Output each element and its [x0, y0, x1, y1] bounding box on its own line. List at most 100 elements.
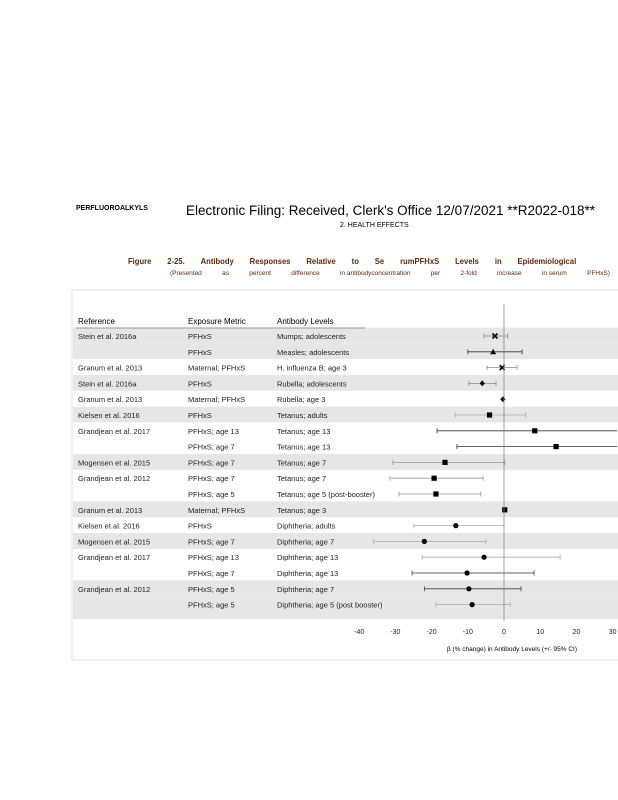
cell-exposure: Maternal; PFHxS [188, 395, 245, 404]
point-estimate-square [553, 444, 559, 450]
point-estimate-diamond [479, 380, 485, 387]
point-estimate-circle [469, 602, 475, 608]
cell-antibody: Diphtheria; age 13 [277, 553, 338, 562]
point-estimate-circle [466, 586, 472, 592]
cell-exposure: PFHxS; age 7 [188, 537, 235, 546]
cell-exposure: PFHxS; age 13 [188, 553, 239, 562]
cell-reference: Mogensen et al. 2015 [78, 537, 150, 546]
cell-exposure: PFHxS [188, 332, 212, 341]
filing-stamp: Electronic Filing: Received, Clerk's Off… [186, 203, 596, 218]
caption-word: Antibody [200, 256, 234, 266]
caption-word: to [351, 256, 359, 266]
cell-antibody: Tetanus; age 7 [277, 474, 326, 483]
cell-exposure: PFHxS [188, 379, 212, 388]
point-estimate-circle [453, 523, 459, 529]
cell-reference: Granum et al. 2013 [78, 395, 142, 404]
row-band [73, 454, 618, 470]
caption-word: (Presented [170, 270, 202, 277]
cell-reference: Granum et al. 2013 [78, 364, 142, 373]
cell-exposure: PFHxS [188, 348, 212, 357]
cell-antibody: Diphtheria; adults [277, 522, 336, 531]
row-band [73, 327, 618, 344]
cell-exposure: PFHxS; age 5 [188, 490, 235, 499]
point-estimate-square [486, 412, 493, 418]
cell-reference: Kielsen et al. 2016 [78, 522, 140, 531]
x-tick-label: 30 [609, 629, 617, 636]
header-antibody: Antibody Levels [277, 317, 333, 326]
cell-antibody: Tetanus; age 7 [277, 458, 326, 467]
cell-antibody: Measles; adolescents [277, 348, 349, 357]
cell-antibody: Diphtheria; age 13 [277, 569, 338, 578]
cell-antibody: Diphtheria; age 7 [277, 537, 334, 546]
cell-reference: Grandjean et al. 2012 [78, 474, 150, 483]
caption-word: percent [249, 270, 271, 277]
cell-exposure: Maternal; PFHxS [188, 364, 245, 373]
figure-caption-line2: (Presented as percent difference in antibody… [170, 270, 610, 277]
caption-word: Relative [306, 256, 336, 266]
caption-word: Levels [455, 256, 479, 266]
caption-word: increase [497, 270, 522, 277]
cell-exposure: Maternal; PFHxS [188, 506, 245, 515]
point-estimate-square [502, 507, 508, 513]
cell-antibody: Rubella; age 3 [277, 395, 325, 404]
x-tick-label: 10 [536, 629, 544, 636]
caption-word: Figure [128, 256, 152, 266]
row-band [73, 533, 618, 549]
x-tick-label: -20 [427, 629, 437, 636]
cell-antibody: Diphtheria; age 7 [277, 585, 334, 594]
cell-antibody: Tetanus; age 13 [277, 443, 330, 452]
caption-word: rumPFHxS [400, 256, 440, 266]
cell-antibody: H. influenza B; age 3 [277, 364, 347, 373]
row-band [73, 596, 618, 612]
cell-exposure: PFHxS; age 5 [188, 601, 235, 610]
point-estimate-square [442, 459, 448, 465]
cell-antibody: Tetanus; age 3 [277, 506, 326, 515]
cell-reference: Kielsen et al. 2016 [78, 411, 140, 420]
caption-word: in [494, 256, 502, 266]
x-tick-label: -30 [390, 629, 400, 636]
cell-exposure: PFHxS [188, 411, 212, 420]
cell-exposure: PFHxS; age 7 [188, 443, 235, 452]
cell-antibody: Tetanus; age 5 (post-booster) [277, 490, 375, 499]
caption-word: Se [374, 256, 385, 266]
running-head: PERFLUOROALKYLS [76, 205, 148, 212]
x-tick-label: 0 [502, 629, 506, 636]
figure-caption-line1: Figure 2-25. Antibody Responses Relative to Se… [128, 256, 576, 266]
point-estimate-circle [464, 570, 470, 576]
cell-antibody: Tetanus; adults [277, 411, 328, 420]
point-estimate-square [532, 428, 538, 434]
row-band [73, 406, 618, 423]
cell-reference: Grandjean et al. 2017 [78, 553, 150, 562]
chapter-heading: 2. HEALTH EFFECTS [340, 222, 409, 229]
caption-word: in serum [541, 270, 567, 277]
header-reference: Reference [78, 317, 115, 326]
cell-reference: Granum et al. 2013 [78, 506, 142, 515]
header-exposure: Exposure Metric [188, 317, 246, 326]
cell-antibody: Diphtheria; age 5 (post booster) [277, 601, 383, 610]
cell-exposure: PFHxS; age 13 [188, 427, 239, 436]
row-band [73, 375, 618, 391]
caption-word: Epidemiological [517, 256, 577, 266]
point-estimate-circle [421, 538, 427, 545]
caption-word: as [222, 270, 229, 277]
cell-exposure: PFHxS; age 7 [188, 474, 235, 483]
cell-reference: Stein et al. 2016a [78, 332, 137, 341]
bottom-band [73, 612, 618, 619]
cell-exposure: PFHxS; age 7 [188, 458, 235, 467]
cell-reference: Mogensen et al. 2015 [78, 458, 150, 467]
point-estimate-x [491, 332, 499, 340]
x-tick-label: 20 [573, 629, 581, 636]
cell-antibody: Mumps; adolescents [277, 332, 346, 341]
cell-reference: Stein et al. 2016a [78, 379, 137, 388]
caption-word: 2-fold [460, 270, 477, 277]
caption-word: Responses [249, 256, 291, 266]
cell-antibody: Tetanus; age 13 [277, 427, 330, 436]
point-estimate-circle [481, 554, 487, 560]
point-estimate-square [433, 491, 439, 497]
x-tick-label: -10 [463, 629, 473, 636]
caption-word: difference [291, 270, 320, 277]
x-tick-label: -40 [354, 629, 364, 636]
point-estimate-square [431, 475, 437, 481]
cell-exposure: PFHxS; age 7 [188, 569, 235, 578]
row-band [73, 501, 618, 518]
